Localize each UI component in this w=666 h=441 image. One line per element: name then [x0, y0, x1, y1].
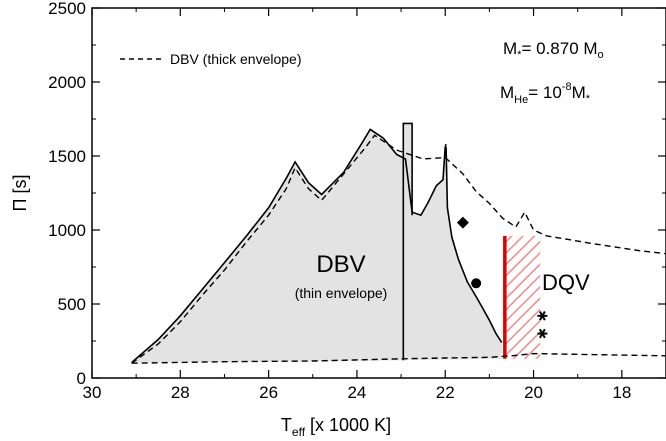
x-axis-label: Teff [x 1000 K] [281, 415, 391, 439]
x-tick-label: 26 [259, 383, 278, 402]
y-tick-label: 2000 [48, 73, 86, 92]
dqv-region-label: DQV [542, 270, 590, 295]
series-thick-envelope-lower [131, 352, 666, 364]
series-thin-envelope-upper [131, 128, 447, 364]
dbv-region-sublabel: (thin envelope) [295, 285, 388, 301]
plot-area [131, 122, 666, 364]
legend-label: DBV (thick envelope) [170, 51, 302, 67]
ticks: 30 28 26 24 22 20 18 0 500 1000 1500 2000 2500 [48, 0, 666, 402]
y-tick-label: 1000 [48, 221, 86, 240]
x-tick-label: 20 [524, 383, 543, 402]
x-tick-label: 22 [436, 383, 455, 402]
y-tick-label: 500 [58, 295, 86, 314]
x-tick-label: 28 [171, 383, 190, 402]
y-tick-label: 0 [77, 369, 86, 388]
dbv-region-label: DBV [316, 251, 365, 278]
y-tick-label: 1500 [48, 147, 86, 166]
y-axis-label: Π [s] [10, 174, 30, 211]
legend: DBV (thick envelope) [120, 51, 302, 67]
marker-circle [471, 278, 482, 289]
marker-star-stroke [539, 328, 546, 339]
y-tick-label: 2500 [48, 0, 86, 18]
mass-annotation: M*= 0.870 Mo [503, 39, 604, 61]
marker-star-3 [537, 328, 548, 339]
x-tick-label: 30 [83, 383, 102, 402]
series-thin-envelope-lower [445, 147, 503, 343]
x-tick-label: 24 [347, 383, 366, 402]
series-thick-envelope-upper [131, 134, 666, 364]
marker-star-2 [537, 311, 548, 321]
marker-star-stroke [539, 311, 546, 321]
helium-annotation: MHe= 10-8M* [500, 81, 591, 106]
dqv-hatched-strip [504, 235, 541, 359]
series-thin-envelope-blue-edge [402, 122, 413, 361]
x-tick-label: 18 [612, 383, 631, 402]
marker-diamond [456, 216, 469, 229]
